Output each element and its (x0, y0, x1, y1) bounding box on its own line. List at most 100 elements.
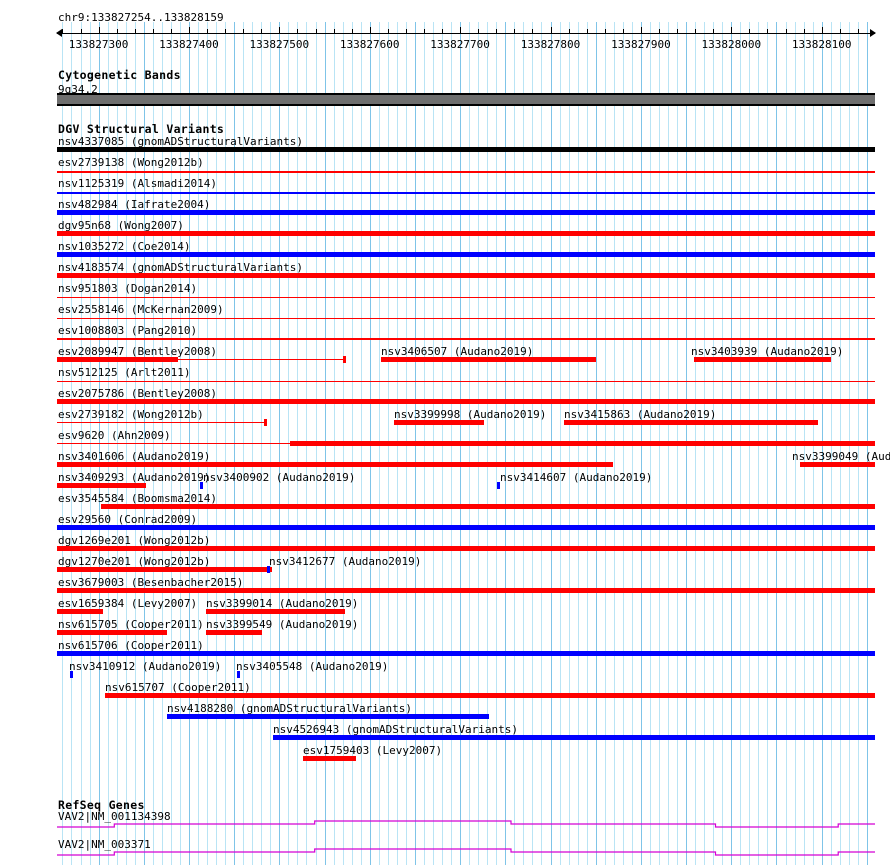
variant-label[interactable]: esv29560 (Conrad2009) (58, 513, 198, 526)
variant-label[interactable]: nsv3399549 (Audano2019) (206, 618, 359, 631)
ruler-tick (315, 29, 317, 34)
variant-bar[interactable] (206, 630, 262, 635)
variant-label[interactable]: esv1008803 (Pang2010) (58, 324, 198, 337)
variant-label[interactable]: nsv4526943 (gnomADStructuralVariants) (273, 723, 519, 736)
variant-bar[interactable] (290, 441, 875, 446)
variant-label[interactable]: nsv3399998 (Audano2019) (394, 408, 547, 421)
gene-transcript-line[interactable] (57, 820, 875, 832)
variant-bar[interactable] (57, 567, 272, 572)
variant-label[interactable]: dgv1269e201 (Wong2012b) (58, 534, 211, 547)
variant-bar[interactable] (57, 609, 103, 614)
variant-tick-marker[interactable] (264, 419, 267, 426)
variant-label[interactable]: esv3545584 (Boomsma2014) (58, 492, 217, 505)
variant-bar[interactable] (694, 357, 831, 362)
variant-bar[interactable] (394, 420, 484, 425)
variant-tick-marker[interactable] (200, 482, 203, 489)
variant-connector-line[interactable] (178, 359, 345, 360)
ruler-tick (80, 29, 82, 34)
variant-label[interactable]: nsv951803 (Dogan2014) (58, 282, 198, 295)
variant-label[interactable]: esv3679003 (Besenbacher2015) (58, 576, 244, 589)
variant-bar[interactable] (57, 231, 875, 236)
variant-label[interactable]: nsv1035272 (Coe2014) (58, 240, 191, 253)
variant-bar[interactable] (57, 273, 875, 278)
variant-bar[interactable] (167, 714, 489, 719)
ruler-tick (731, 27, 733, 34)
variant-bar[interactable] (57, 318, 875, 319)
variant-label[interactable]: nsv3403939 (Audano2019) (691, 345, 844, 358)
variant-bar[interactable] (57, 546, 875, 551)
variant-label[interactable]: nsv3401606 (Audano2019) (58, 450, 211, 463)
variant-bar[interactable] (57, 170, 875, 173)
variant-label[interactable]: nsv3410912 (Audano2019) (69, 660, 222, 673)
variant-label[interactable]: nsv4188280 (gnomADStructuralVariants) (167, 702, 413, 715)
variant-label[interactable]: esv2075786 (Bentley2008) (58, 387, 217, 400)
ruler-tick (496, 29, 498, 34)
variant-tick-marker[interactable] (70, 671, 73, 678)
variant-label[interactable]: nsv3400902 (Audano2019) (203, 471, 356, 484)
ruler-tick (188, 27, 190, 34)
variant-tick-marker[interactable] (343, 356, 346, 363)
variant-bar[interactable] (57, 210, 875, 215)
variant-label[interactable]: esv9620 (Ahn2009) (58, 429, 171, 442)
variant-bar[interactable] (57, 483, 146, 488)
variant-bar[interactable] (57, 252, 875, 257)
variant-bar[interactable] (57, 651, 875, 656)
variant-bar[interactable] (800, 462, 875, 467)
variant-bar[interactable] (57, 147, 875, 152)
ruler-tick (423, 29, 425, 34)
ruler-tick (532, 29, 534, 34)
variant-label[interactable]: nsv615707 (Cooper2011) (105, 681, 251, 694)
variant-label[interactable]: nsv512125 (Arlt2011) (58, 366, 191, 379)
ruler-tick-label: 133827300 (68, 38, 129, 51)
variant-label[interactable]: nsv3399049 (Aud (792, 450, 890, 463)
locus-label: chr9:133827254..133828159 (58, 11, 224, 24)
variant-connector-line[interactable] (57, 443, 290, 444)
variant-bar[interactable] (57, 297, 875, 298)
gene-transcript-label[interactable]: VAV2|NM_003371 (58, 838, 151, 851)
ruler-tick (713, 29, 715, 34)
variant-label[interactable]: esv2089947 (Bentley2008) (58, 345, 217, 358)
variant-bar[interactable] (206, 609, 345, 614)
gene-transcript-line[interactable] (57, 848, 875, 860)
variant-bar[interactable] (57, 630, 167, 635)
variant-bar[interactable] (564, 420, 818, 425)
variant-tick-marker[interactable] (497, 482, 500, 489)
variant-label[interactable]: dgv95n68 (Wong2007) (58, 219, 184, 232)
variant-tick-marker[interactable] (237, 671, 240, 678)
variant-label[interactable]: nsv3412677 (Audano2019) (269, 555, 422, 568)
gene-transcript-label[interactable]: VAV2|NM_001134398 (58, 810, 171, 823)
variant-label[interactable]: esv2558146 (McKernan2009) (58, 303, 224, 316)
variant-bar[interactable] (57, 588, 875, 593)
variant-label[interactable]: nsv3415863 (Audano2019) (564, 408, 717, 421)
variant-tick-marker[interactable] (267, 566, 270, 573)
variant-label[interactable]: nsv615705 (Cooper2011) (58, 618, 204, 631)
variant-label[interactable]: nsv1125319 (Alsmadi2014) (58, 177, 217, 190)
variant-bar[interactable] (303, 756, 356, 761)
variant-bar[interactable] (57, 399, 875, 404)
variant-label[interactable]: nsv3399014 (Audano2019) (206, 597, 359, 610)
variant-label[interactable]: nsv3405548 (Audano2019) (236, 660, 389, 673)
variant-label[interactable]: esv2739182 (Wong2012b) (58, 408, 204, 421)
variant-bar[interactable] (57, 337, 875, 340)
variant-label[interactable]: dgv1270e201 (Wong2012b) (58, 555, 211, 568)
variant-label[interactable]: esv2739138 (Wong2012b) (58, 156, 204, 169)
variant-label[interactable]: esv1759403 (Levy2007) (303, 744, 443, 757)
variant-label[interactable]: nsv3406507 (Audano2019) (381, 345, 534, 358)
variant-label[interactable]: nsv3414607 (Audano2019) (500, 471, 653, 484)
variant-label[interactable]: nsv3409293 (Audano2019) (58, 471, 211, 484)
variant-label[interactable]: nsv482984 (Iafrate2004) (58, 198, 211, 211)
variant-bar[interactable] (57, 381, 875, 382)
variant-bar[interactable] (105, 693, 875, 698)
variant-label[interactable]: nsv4183574 (gnomADStructuralVariants) (58, 261, 304, 274)
variant-connector-line[interactable] (57, 422, 264, 423)
variant-bar[interactable] (273, 735, 875, 740)
variant-bar[interactable] (101, 504, 875, 509)
variant-bar[interactable] (381, 357, 596, 362)
variant-label[interactable]: esv1659384 (Levy2007) (58, 597, 198, 610)
variant-bar[interactable] (57, 462, 613, 467)
ruler-tick-label: 133827500 (249, 38, 310, 51)
variant-bar[interactable] (57, 525, 875, 530)
variant-bar[interactable] (57, 191, 875, 194)
variant-label[interactable]: nsv615706 (Cooper2011) (58, 639, 204, 652)
variant-label[interactable]: nsv4337085 (gnomADStructuralVariants) (58, 135, 304, 148)
